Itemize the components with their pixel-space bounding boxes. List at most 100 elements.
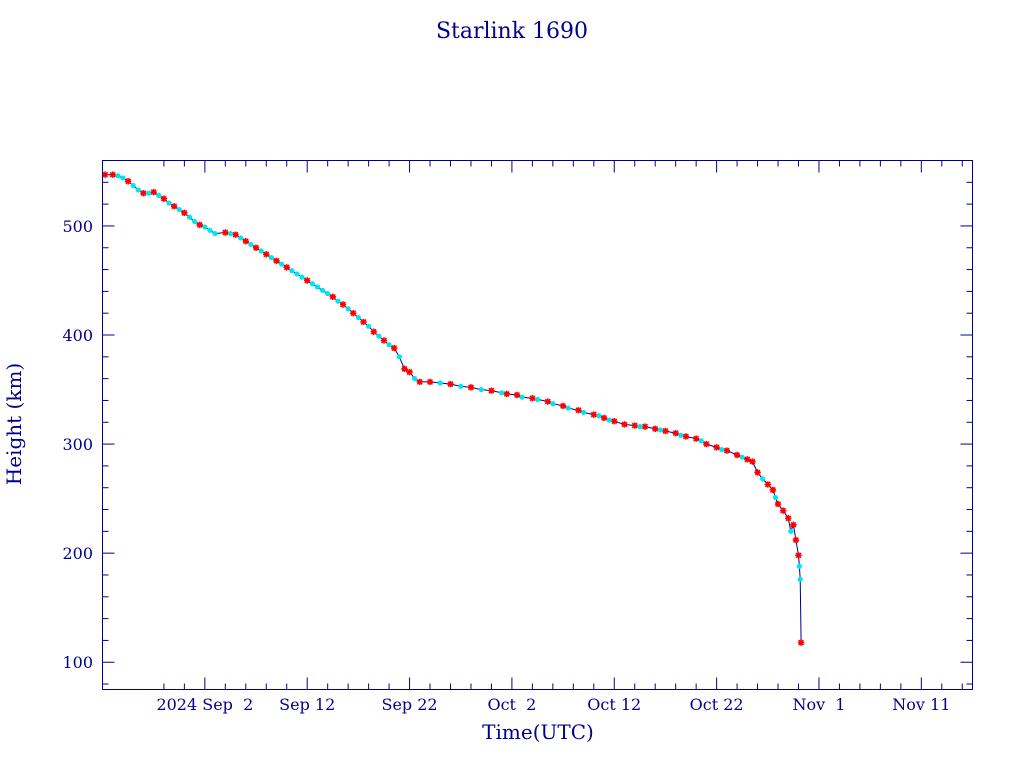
- data-point-star: [631, 422, 638, 429]
- data-point-dot: [120, 175, 126, 181]
- data-point-dot: [796, 563, 802, 569]
- y-axis-label: Height (km): [2, 363, 26, 485]
- x-tick-label: Nov 11: [892, 695, 950, 714]
- data-point-dot: [258, 248, 264, 254]
- data-point-dot: [760, 476, 766, 482]
- data-point-star: [304, 277, 311, 284]
- data-point-star: [124, 178, 132, 185]
- data-point-star: [150, 188, 157, 196]
- data-point-dot: [519, 394, 525, 400]
- data-point-star: [426, 378, 434, 386]
- data-point-dot: [386, 342, 392, 348]
- data-point-dot: [719, 446, 725, 453]
- data-point-dot: [202, 224, 208, 230]
- x-tick-label: 2024 Sep 2: [156, 695, 253, 714]
- data-point-dot: [325, 290, 331, 297]
- data-point-dot: [115, 173, 121, 179]
- data-point-dot: [478, 386, 484, 393]
- data-point-star: [339, 301, 347, 308]
- data-point-star: [682, 433, 690, 440]
- data-point-star: [380, 337, 388, 344]
- data-point-star: [744, 456, 751, 463]
- data-point-star: [723, 447, 731, 454]
- data-point-dot: [458, 383, 464, 389]
- data-point-star: [488, 387, 495, 394]
- data-point-star: [764, 481, 771, 488]
- data-point-star: [797, 639, 805, 646]
- data-point-dot: [739, 454, 745, 460]
- data-point-star: [529, 395, 536, 402]
- data-point-dot: [279, 261, 285, 267]
- data-point-star: [600, 414, 608, 422]
- data-point-star: [160, 195, 168, 202]
- data-point-dot: [606, 417, 612, 423]
- data-point-star: [503, 390, 510, 398]
- data-point-star: [263, 251, 270, 258]
- data-point-dot: [596, 413, 602, 419]
- data-point-star: [559, 402, 567, 410]
- data-point-star: [406, 368, 413, 376]
- data-point-star: [713, 444, 720, 451]
- height-trace-line: [105, 174, 802, 643]
- data-point-star: [774, 500, 782, 508]
- data-point-dot: [299, 274, 305, 280]
- data-point-dot: [335, 298, 341, 304]
- data-point-dot: [289, 268, 295, 274]
- data-point-star: [672, 429, 679, 437]
- x-tick-label: Nov 1: [792, 695, 845, 714]
- data-point-star: [621, 421, 628, 428]
- data-point-dot: [565, 405, 571, 411]
- data-point-star: [360, 318, 367, 326]
- data-point-star: [391, 344, 398, 352]
- data-point-star: [170, 203, 178, 210]
- x-tick-label: Oct 22: [690, 695, 744, 714]
- data-point-dot: [319, 287, 326, 293]
- data-point-dot: [135, 187, 141, 193]
- data-point-dot: [657, 427, 663, 433]
- data-point-dot: [366, 323, 372, 329]
- data-point-star: [350, 310, 357, 317]
- data-point-dot: [637, 424, 643, 430]
- data-point-dot: [156, 192, 162, 199]
- data-point-star: [273, 257, 280, 265]
- data-point-star: [575, 407, 582, 414]
- data-point-star: [641, 423, 649, 430]
- data-point-dot: [437, 380, 443, 386]
- data-point-star: [109, 171, 116, 178]
- data-point-star: [101, 171, 109, 178]
- data-point-dot: [268, 254, 274, 261]
- data-point-star: [416, 378, 423, 386]
- data-point-dot: [376, 333, 382, 339]
- data-point-star: [232, 231, 239, 238]
- data-point-dot: [355, 314, 361, 321]
- data-point-star: [790, 521, 797, 529]
- plot-frame: [102, 160, 973, 690]
- data-point-dot: [294, 271, 300, 277]
- y-tick-label: 200: [62, 544, 93, 563]
- data-point-dot: [580, 409, 587, 416]
- y-tick-label: 100: [62, 653, 93, 672]
- data-point-dot: [550, 401, 556, 407]
- data-point-dot: [176, 206, 182, 213]
- data-point-star: [733, 451, 741, 459]
- data-point-star: [611, 417, 618, 425]
- data-point-star: [792, 536, 800, 544]
- data-point-dot: [772, 494, 779, 501]
- data-point-star: [769, 486, 777, 494]
- data-point-dot: [788, 528, 794, 534]
- data-point-star: [370, 328, 377, 335]
- data-point-star: [513, 391, 521, 399]
- x-tick-label: Oct 12: [587, 695, 641, 714]
- data-point-star: [692, 435, 700, 442]
- data-point-dot: [499, 390, 505, 396]
- data-point-dot: [314, 284, 321, 290]
- x-tick-label: Oct 2: [487, 695, 536, 714]
- data-point-dot: [192, 218, 198, 225]
- x-tick-label: Sep 12: [279, 695, 335, 714]
- y-tick-label: 500: [62, 217, 93, 236]
- data-point-dot: [227, 230, 234, 237]
- x-axis-label: Time(UTC): [482, 720, 594, 744]
- data-point-star: [590, 411, 597, 418]
- data-point-dot: [212, 230, 218, 237]
- data-point-dot: [130, 182, 136, 189]
